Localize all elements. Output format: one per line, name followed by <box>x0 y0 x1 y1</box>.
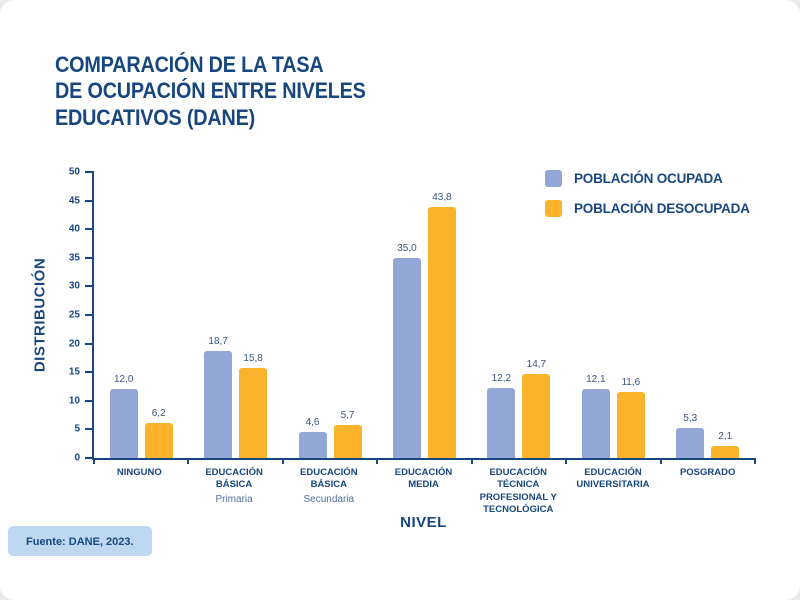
x-label-universitaria: EDUCACIÓN UNIVERSITARIA <box>566 467 661 516</box>
bar-desocupada-tecnica: 14,7 <box>522 359 551 458</box>
bar-value-label: 4,6 <box>305 416 320 428</box>
bar-ocupada-media: 35,0 <box>392 243 421 458</box>
bar-group-posgrado: 5,3 2,1 <box>661 172 755 458</box>
x-label-text: POSGRADO <box>679 467 736 478</box>
x-tick-mark <box>659 458 662 464</box>
y-tick-mark <box>85 457 94 459</box>
source-box: Fuente: DANE, 2023. <box>8 526 152 556</box>
source-text: Fuente: DANE, 2023. <box>26 536 134 548</box>
y-tick-mark <box>85 256 94 259</box>
bar-value-label: 15,8 <box>243 352 263 364</box>
bar-ocupada-posgrado: 5,3 <box>676 413 705 458</box>
y-tick-mark <box>85 199 94 202</box>
bar-value-label: 12,0 <box>113 374 134 386</box>
y-tick-mark <box>85 342 94 345</box>
x-label-tecnica: EDUCACIÓN TÉCNICA PROFESIONAL Y TECNOLÓG… <box>471 467 566 516</box>
bar-ocupada-basica-secundaria: 4,6 <box>298 417 327 458</box>
x-tick-mark <box>754 458 756 464</box>
bar-desocupada-universitaria: 11,6 <box>616 377 645 458</box>
x-label-ninguno: NINGUNO <box>92 467 187 516</box>
x-label-posgrado: POSGRADO <box>660 467 755 516</box>
bar-value-label: 5,7 <box>340 410 355 422</box>
bar-value-label: 18,7 <box>208 336 228 348</box>
bar-value-label: 11,6 <box>621 376 641 388</box>
bar-desocupada-posgrado: 2,1 <box>711 431 740 458</box>
x-tick-mark <box>93 458 95 464</box>
y-tick-mark <box>85 314 94 316</box>
y-tick-label: 45 <box>68 195 80 207</box>
x-label-text: NINGUNO <box>116 467 162 478</box>
y-tick-mark <box>85 428 94 431</box>
plot-area: 0 5 10 15 20 25 30 35 40 45 50 12,0 6,2 18,7 15,8 4,6 5… <box>69 167 756 464</box>
x-label-text: EDUCACIÓN BÁSICA <box>205 467 263 491</box>
y-tick-label: 5 <box>74 423 80 435</box>
legend-label-desocupada: POBLACIÓN DESOCUPADA <box>574 201 750 216</box>
legend-swatch-ocupada <box>545 170 562 187</box>
bar-desocupada-basica-primaria: 15,8 <box>239 353 268 458</box>
y-tick-label: 10 <box>68 395 80 407</box>
x-sublabel-text: Secundaria <box>303 493 355 505</box>
bar-group-tecnica: 12,2 14,7 <box>472 172 566 458</box>
bar-value-label: 2,1 <box>718 431 733 442</box>
bar-ocupada-basica-primaria: 18,7 <box>204 336 233 458</box>
x-label-basica-secundaria: EDUCACIÓN BÁSICA Secundaria <box>281 467 376 516</box>
bar-group-media: 35,0 43,8 <box>377 172 471 458</box>
chart-title: COMPARACIÓN DE LA TASA DE OCUPACIÓN ENTR… <box>55 52 366 130</box>
x-tick-mark <box>187 458 190 464</box>
bar-value-label: 35,0 <box>397 242 417 254</box>
bar-value-label: 6,2 <box>151 407 166 419</box>
y-tick-mark <box>85 228 94 231</box>
x-tick-mark <box>565 458 568 464</box>
x-label-media: EDUCACIÓN MEDIA <box>376 467 471 516</box>
y-tick-label: 25 <box>68 309 80 321</box>
y-tick-mark <box>85 371 94 374</box>
x-label-text: EDUCACIÓN MEDIA <box>394 467 453 491</box>
y-tick-label: 20 <box>68 338 80 350</box>
x-axis-title: NIVEL <box>400 514 447 531</box>
legend-swatch-desocupada <box>545 200 562 217</box>
bar-ocupada-tecnica: 12,2 <box>487 373 516 458</box>
y-tick-label: 15 <box>68 366 80 378</box>
bar-value-label: 12,2 <box>491 373 512 385</box>
y-tick-mark <box>85 285 94 288</box>
y-tick-label: 30 <box>68 280 80 292</box>
bar-value-label: 14,7 <box>526 358 547 370</box>
bar-group-basica-secundaria: 4,6 5,7 <box>283 172 377 458</box>
bar-value-label: 12,1 <box>586 373 606 385</box>
bar-group-universitaria: 12,1 11,6 <box>566 172 660 458</box>
x-label-text: EDUCACIÓN TÉCNICA PROFESIONAL Y TECNOLÓG… <box>479 467 557 516</box>
y-tick-mark <box>85 399 94 402</box>
bar-desocupada-ninguno: 6,2 <box>144 408 173 458</box>
legend-item-desocupada: POBLACIÓN DESOCUPADA <box>545 200 750 217</box>
x-tick-mark <box>281 458 284 464</box>
x-tick-mark <box>470 458 473 464</box>
y-tick-label: 35 <box>68 252 80 264</box>
y-tick-mark <box>85 171 94 173</box>
x-tick-mark <box>376 458 379 464</box>
y-tick-label: 0 <box>74 452 80 464</box>
x-axis-labels: NINGUNO EDUCACIÓN BÁSICA Primaria EDUCACIÓN… <box>92 467 755 516</box>
x-axis-ticks <box>93 458 756 464</box>
bars-area: 12,0 6,2 18,7 15,8 4,6 5,7 35,0 43,8 12,2 14,7 12,… <box>94 172 755 458</box>
bar-desocupada-basica-secundaria: 5,7 <box>333 410 362 458</box>
bar-ocupada-universitaria: 12,1 <box>581 374 610 458</box>
x-sublabel-text: Primaria <box>215 493 253 505</box>
bar-desocupada-media: 43,8 <box>427 192 456 458</box>
y-tick-label: 50 <box>68 166 80 178</box>
y-axis-title: DISTRIBUCIÓN <box>31 257 49 373</box>
legend: POBLACIÓN OCUPADA POBLACIÓN DESOCUPADA <box>545 170 750 217</box>
legend-label-ocupada: POBLACIÓN OCUPADA <box>574 171 723 186</box>
bar-group-ninguno: 12,0 6,2 <box>94 172 188 458</box>
x-label-basica-primaria: EDUCACIÓN BÁSICA Primaria <box>187 467 282 516</box>
bar-value-label: 43,8 <box>432 192 452 204</box>
legend-item-ocupada: POBLACIÓN OCUPADA <box>545 170 750 187</box>
y-tick-label: 40 <box>68 223 80 235</box>
x-label-text: EDUCACIÓN BÁSICA <box>300 467 358 491</box>
x-label-text: EDUCACIÓN UNIVERSITARIA <box>576 467 650 491</box>
bar-ocupada-ninguno: 12,0 <box>109 374 138 458</box>
bar-group-basica-primaria: 18,7 15,8 <box>188 172 282 458</box>
bar-value-label: 5,3 <box>683 412 698 424</box>
